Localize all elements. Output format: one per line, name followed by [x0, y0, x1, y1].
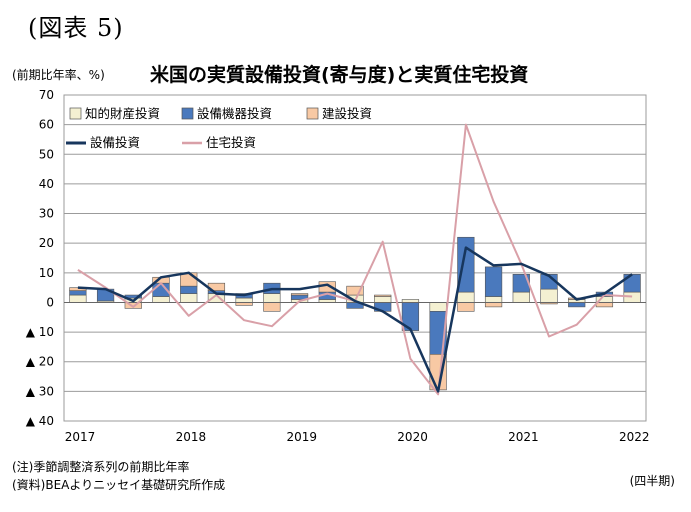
bar-segment	[69, 294, 87, 303]
series-lines	[77, 123, 633, 396]
bar-segment	[484, 302, 503, 308]
y-tick-label: 0	[46, 295, 54, 309]
y-tick-label: ▲ 30	[26, 384, 54, 398]
bar-segment	[152, 296, 170, 303]
plot-frame	[63, 94, 647, 422]
bar-segment	[374, 294, 392, 297]
note-seasonal: (注)季節調整済系列の前期比年率	[12, 460, 190, 474]
y-tick-label: ▲ 40	[26, 414, 54, 428]
y-tick-label: 10	[39, 266, 54, 280]
axis-labels: 70 60 50 40 30 20 10 0 ▲ 10 ▲ 20 ▲ 30 ▲ 40 2017 2018 2…	[26, 88, 650, 444]
x-tick-label: 2021	[508, 430, 539, 444]
stacked-bars	[64, 236, 646, 391]
legend-label: 設備投資	[90, 135, 140, 150]
bar-segment	[69, 290, 87, 296]
note-source: (資料)BEAよりニッセイ基礎研究所作成	[12, 478, 226, 492]
y-tick-label: ▲ 10	[26, 325, 54, 339]
y-tick-label: 40	[39, 177, 54, 191]
bar-segment	[263, 293, 281, 303]
bar-segment	[346, 285, 364, 296]
unit-label: (前期比年率、%)	[12, 68, 105, 82]
bar-segment	[457, 291, 475, 303]
x-tick-label: 2017	[65, 430, 96, 444]
x-tick-label: 2020	[397, 430, 428, 444]
bar-segment	[429, 302, 447, 312]
line-series	[77, 123, 633, 396]
bar-segment	[540, 288, 558, 303]
legend-label: 設備機器投資	[197, 106, 272, 121]
x-tick-label: 2018	[176, 430, 207, 444]
x-tick-label: 2019	[286, 430, 317, 444]
period-label: (四半期)	[629, 474, 675, 488]
y-tick-label: 60	[39, 118, 54, 132]
bar-segment	[512, 291, 530, 303]
bar-segment	[374, 296, 392, 303]
bar-segment	[623, 291, 641, 303]
bar-segment	[290, 293, 309, 296]
y-tick-label: 70	[39, 88, 54, 102]
bar-segment	[484, 266, 503, 297]
bar-segment	[484, 296, 503, 303]
legend-swatch	[181, 107, 194, 120]
legend-label: 建設投資	[322, 106, 372, 121]
line-series	[77, 246, 633, 393]
y-tick-label: ▲ 20	[26, 355, 54, 369]
grid-lines	[63, 94, 647, 422]
y-tick-label: 50	[39, 147, 54, 161]
bar-segment	[568, 302, 586, 308]
bar-segment	[180, 293, 198, 303]
legend-label: 知的財産投資	[85, 106, 160, 121]
legend-swatch	[69, 107, 82, 120]
bar-segment	[457, 302, 475, 312]
bar-segment	[180, 285, 198, 294]
bar-segment	[595, 302, 614, 308]
y-tick-label: 30	[39, 207, 54, 221]
bar-segment	[263, 302, 281, 312]
x-tick-label: 2022	[619, 430, 650, 444]
bar-segment	[235, 297, 253, 303]
chart-title: 米国の実質設備投資(寄与度)と実質住宅投資	[150, 64, 529, 86]
bar-segment	[623, 273, 641, 293]
legend-swatch	[306, 107, 319, 120]
legend-label: 住宅投資	[206, 135, 256, 150]
figure-label: (図表 5)	[28, 14, 124, 42]
y-tick-label: 20	[39, 236, 54, 250]
